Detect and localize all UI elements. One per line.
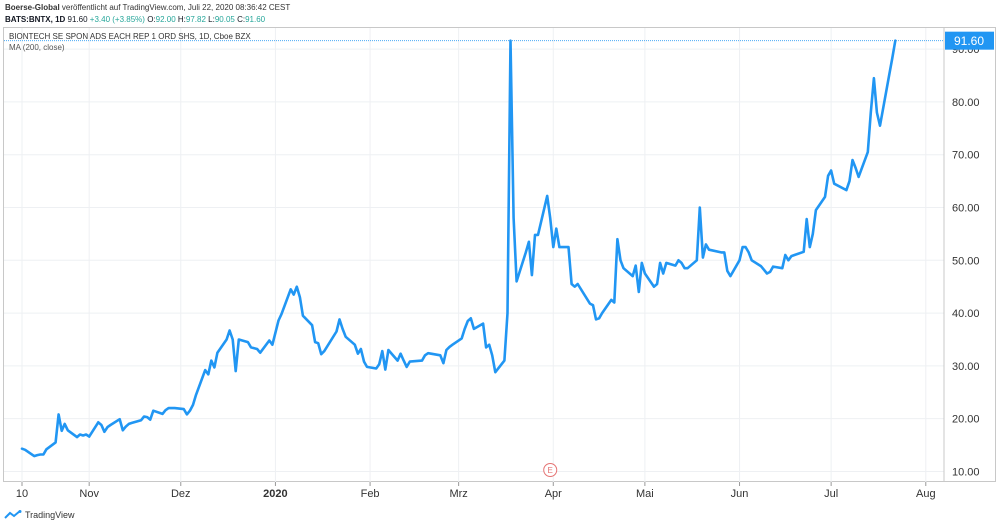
author-name: Boerse-Global bbox=[5, 3, 60, 12]
high-value: 97.82 bbox=[185, 15, 206, 24]
x-tick-label: Dez bbox=[171, 488, 191, 500]
earnings-marker[interactable] bbox=[543, 463, 558, 477]
x-tick-label: 2020 bbox=[263, 488, 287, 500]
high-label: H: bbox=[177, 15, 186, 24]
footer: TradingView bbox=[4, 510, 75, 520]
x-tick-label: Jun bbox=[731, 488, 749, 500]
close-value: 91.60 bbox=[245, 15, 266, 24]
publish-info: Boerse-Global veröffentlicht auf Trading… bbox=[5, 3, 290, 12]
open-value: 92.00 bbox=[155, 15, 176, 24]
footer-brand: TradingView bbox=[25, 510, 75, 520]
x-tick-label: Mai bbox=[636, 488, 654, 500]
tradingview-logo-icon bbox=[4, 510, 22, 519]
y-tick-label: 80.00 bbox=[952, 97, 980, 109]
change-value: +3.40 (+3.85%) bbox=[89, 15, 145, 24]
published-text: veröffentlicht auf TradingView.com, Juli… bbox=[61, 3, 291, 12]
low-value: 90.05 bbox=[214, 15, 235, 24]
x-tick-label: Apr bbox=[545, 488, 562, 500]
y-tick-label: 70.00 bbox=[952, 150, 980, 162]
open-label: O: bbox=[147, 15, 156, 24]
close-label: C: bbox=[237, 15, 246, 24]
y-tick-label: 20.00 bbox=[952, 414, 980, 426]
y-tick-label: 50.00 bbox=[952, 255, 980, 267]
last-price-tag bbox=[945, 31, 994, 50]
y-tick-label: 40.00 bbox=[952, 308, 980, 320]
y-tick-label: 10.00 bbox=[952, 466, 980, 478]
price-series-line[interactable] bbox=[20, 39, 897, 458]
x-tick-label: Aug bbox=[916, 488, 936, 500]
earnings-marker-label: E bbox=[548, 466, 553, 475]
last-price-tag-label: 91.60 bbox=[954, 34, 984, 48]
x-tick-label: Mrz bbox=[449, 488, 467, 500]
instrument-legend: BIONTECH SE SPON ADS EACH REP 1 ORD SHS,… bbox=[9, 32, 251, 41]
low-label: L: bbox=[208, 15, 215, 24]
y-tick-label: 30.00 bbox=[952, 361, 980, 373]
y-tick-label: 60.00 bbox=[952, 202, 980, 214]
ohlc-line: BATS:BNTX, 1D 91.60 +3.40 (+3.85%) O:92.… bbox=[5, 15, 265, 24]
x-tick-label: Nov bbox=[79, 488, 99, 500]
chart-frame bbox=[3, 27, 996, 482]
symbol-label: BATS:BNTX, 1D bbox=[5, 15, 66, 24]
x-tick-label: Jul bbox=[824, 488, 838, 500]
indicator-legend[interactable]: MA (200, close) bbox=[9, 43, 65, 52]
x-tick-label: 10 bbox=[16, 488, 28, 500]
last-price: 91.60 bbox=[67, 15, 88, 24]
x-tick-label: Feb bbox=[361, 488, 380, 500]
